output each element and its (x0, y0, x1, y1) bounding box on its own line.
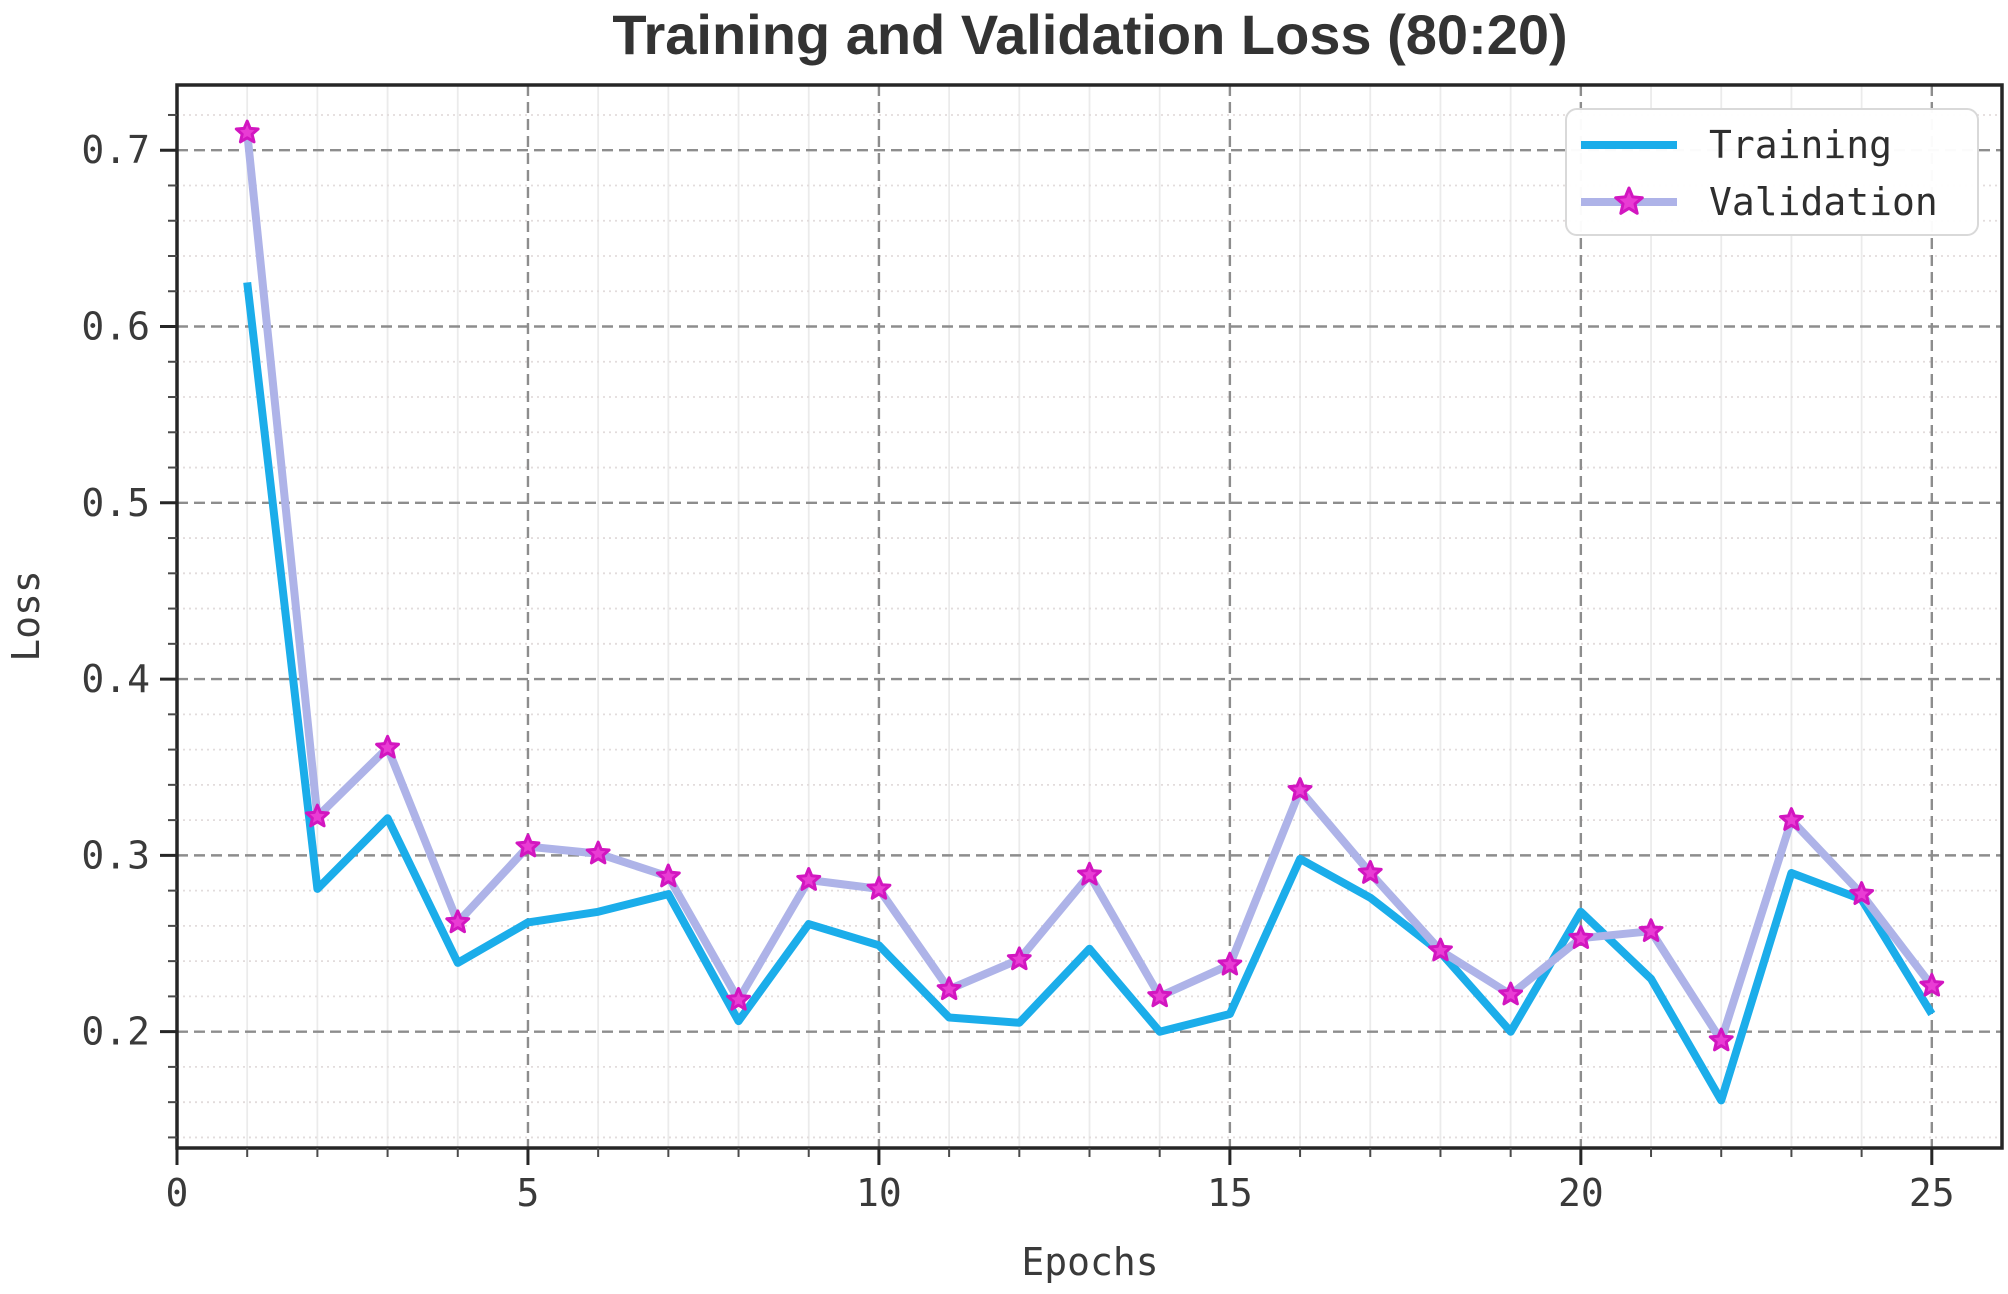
validation-star-marker (1077, 861, 1102, 886)
y-tick-label: 0.3 (81, 833, 150, 877)
validation-star-marker (304, 803, 330, 828)
x-tick-label: 25 (1909, 1171, 1955, 1215)
validation-line-swatch (1581, 186, 1677, 215)
validation-star-marker (1849, 881, 1875, 905)
x-tick-label: 20 (1558, 1171, 1604, 1215)
validation-star-marker (1006, 946, 1032, 971)
validation-star-marker (1498, 981, 1524, 1006)
legend-item-validation: Validation (1581, 173, 1977, 230)
validation-star-marker (796, 867, 822, 891)
legend-item-training: Training (1581, 116, 1977, 173)
validation-star-marker (1919, 972, 1945, 997)
validation-star-marker (1708, 1027, 1734, 1052)
legend-label-training: Training (1709, 122, 1893, 167)
y-tick-label: 0.5 (81, 481, 150, 525)
x-tick-label: 5 (517, 1171, 540, 1215)
legend-label-validation: Validation (1709, 179, 1938, 224)
legend: Training Validation (1565, 108, 1979, 236)
validation-star-marker (445, 909, 471, 934)
validation-star-marker (1428, 937, 1453, 962)
training-line-swatch (1581, 140, 1677, 149)
x-tick-label: 15 (1207, 1171, 1253, 1215)
y-tick-label: 0.6 (81, 305, 150, 349)
y-tick-label: 0.4 (81, 657, 150, 701)
x-axis-label: Epochs (1021, 1240, 1159, 1284)
validation-star-marker (1638, 918, 1664, 942)
validation-star-marker (726, 986, 751, 1011)
validation-star-marker (936, 976, 962, 1001)
star-marker-icon (1614, 186, 1644, 215)
x-tick-label: 0 (166, 1171, 189, 1215)
validation-star-marker (515, 833, 541, 858)
validation-star-marker (585, 840, 611, 865)
validation-star-marker (375, 734, 400, 759)
validation-star-marker (1217, 951, 1243, 976)
y-tick-label: 0.7 (81, 128, 150, 172)
validation-star-marker (1147, 983, 1173, 1008)
validation-star-marker (1357, 860, 1383, 884)
validation-star-marker (1568, 925, 1594, 949)
validation-star-marker (866, 875, 892, 900)
training-line (243, 281, 1936, 1105)
validation-star-marker (234, 119, 260, 144)
validation-star-marker (1779, 807, 1804, 831)
validation-star-marker (655, 863, 681, 888)
validation-star-marker (1287, 777, 1313, 801)
page-title: Training and Validation Loss (80:20) (612, 3, 1568, 66)
x-tick-label: 10 (856, 1171, 902, 1215)
y-tick-label: 0.2 (81, 1010, 150, 1054)
